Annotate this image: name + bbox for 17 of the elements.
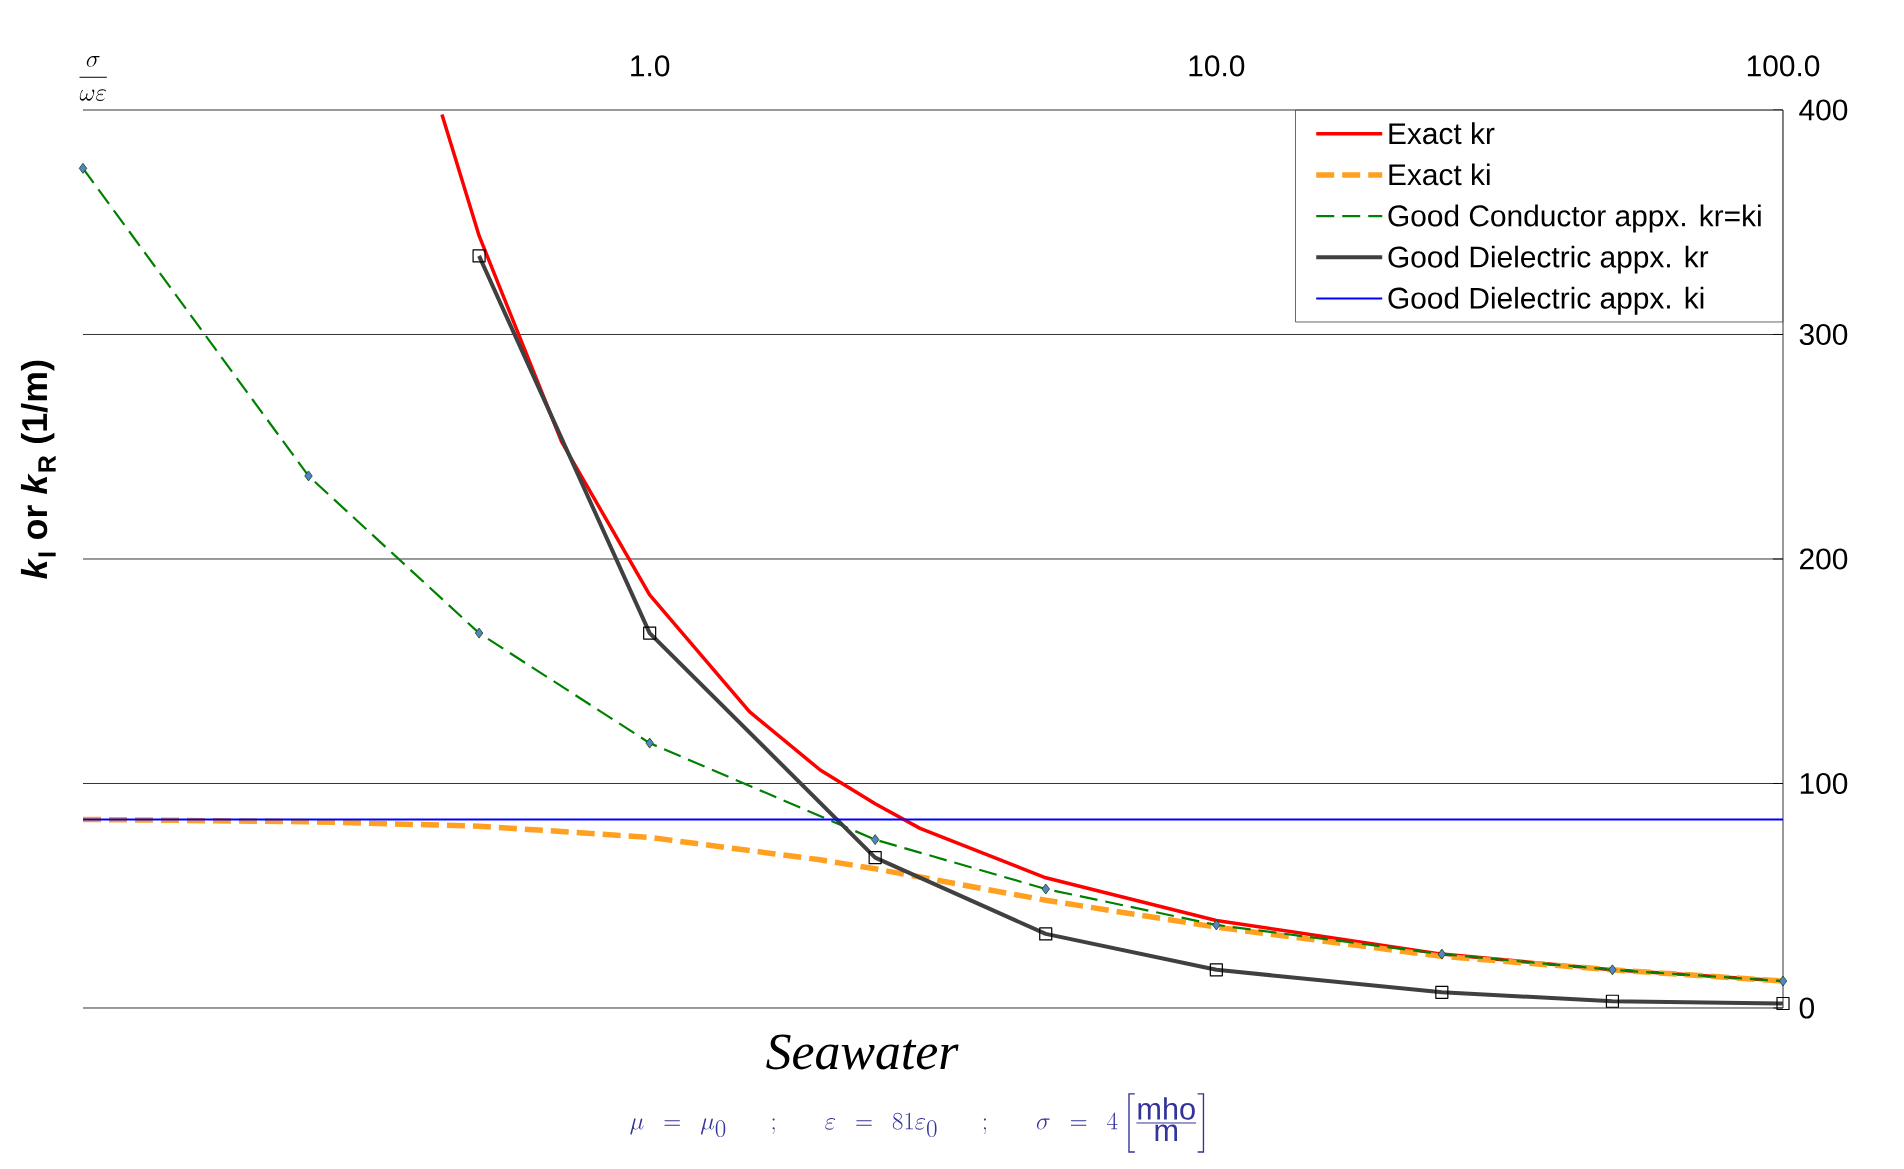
x-tick-label: 100.0: [1747, 55, 1820, 77]
legend-label: Good Dielectric appx. ki: [1388, 286, 1704, 315]
y-tick-label: 200: [1800, 548, 1848, 570]
legend-label: Good Dielectric appx. kr: [1388, 245, 1709, 274]
legend-label: Exact kr: [1389, 122, 1495, 145]
y-tick-label: 400: [1799, 99, 1848, 121]
y-tick-label: 300: [1799, 323, 1848, 346]
legend-label: Good Conductor appx. kr=ki: [1388, 204, 1761, 233]
text: $\mu\ =\ \mu_{0}\quad ;\quad \varepsilon\ =\ 81\varepsilon_{0}\quad ;\quad \sigma\ =\ 4\left[\frac{\mathrm{mho}}{\mathrm{m}}\right]$: [630, 1093, 1205, 1153]
y-tick-label: 0: [1799, 997, 1814, 1019]
x-tick-label: 1.0: [631, 55, 670, 77]
x-axis-title: $\frac{\sigma}{\omega\varepsilon}$: [79, 56, 107, 101]
y-tick-label: 100: [1800, 772, 1848, 795]
legend-label: Exact ki: [1389, 163, 1490, 186]
y-axis-title: k$_{I}$ or k$_{R}$ (1/m): [20, 360, 56, 579]
x-tick-label: 10.0: [1189, 55, 1245, 77]
text: Seawater: [766, 1034, 959, 1070]
